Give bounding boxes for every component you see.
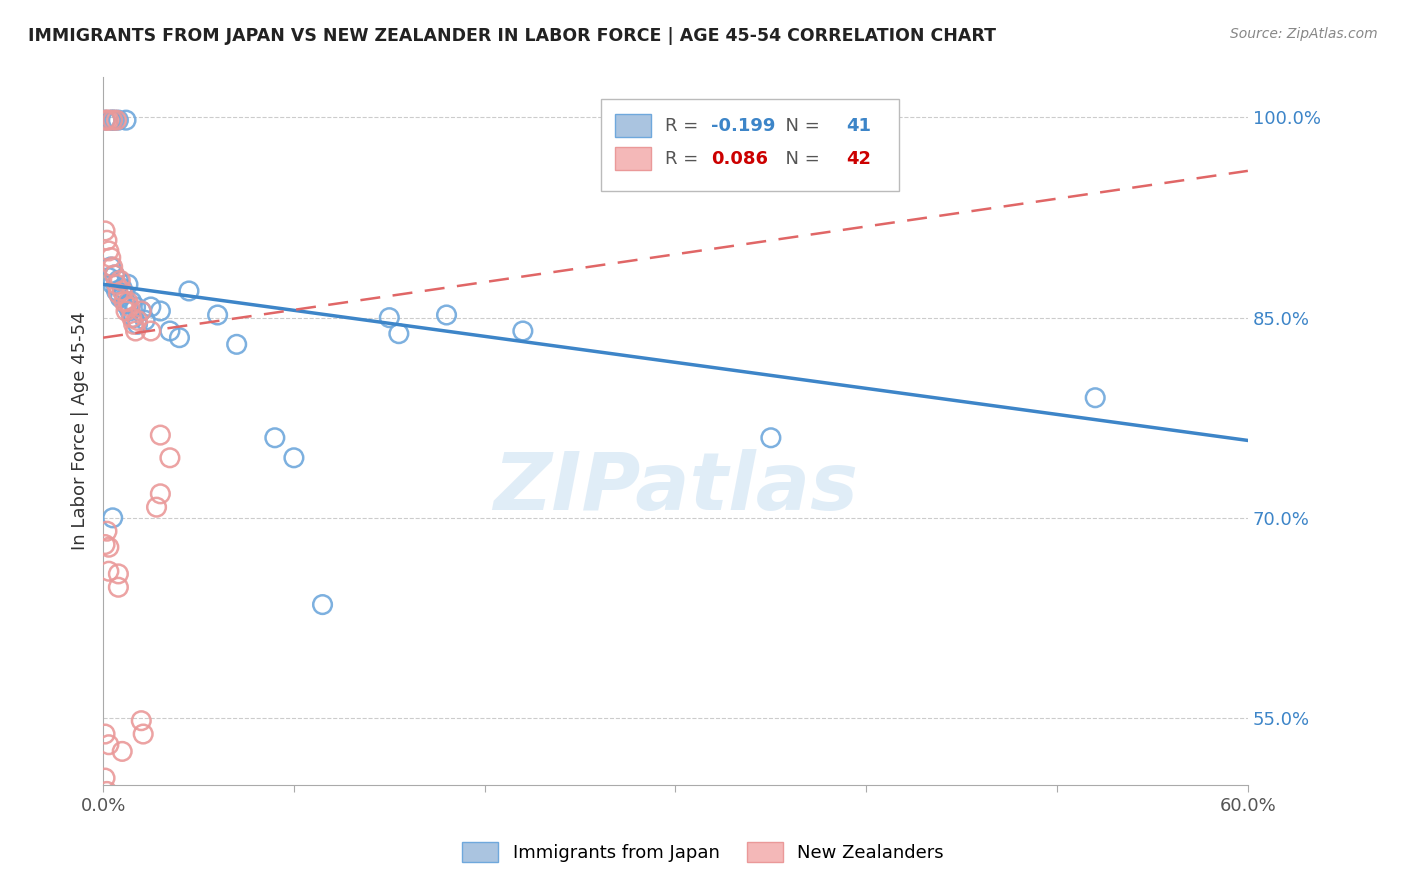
Point (117, 277, 139, 292)
Point (94, 727, 117, 741)
Point (127, 318, 149, 332)
Text: 41: 41 (846, 117, 872, 135)
Point (512, 324, 534, 338)
Point (118, 304, 141, 318)
Point (101, 511, 124, 525)
Point (107, 113, 129, 128)
Point (101, 113, 124, 128)
Point (127, 313, 149, 327)
Point (115, 304, 138, 318)
Point (121, 310, 143, 325)
Point (96, 784, 118, 798)
Point (436, 308, 458, 322)
Point (118, 300, 141, 314)
Point (207, 308, 229, 322)
Point (97, 270, 120, 285)
Point (122, 310, 145, 325)
Point (149, 487, 172, 501)
Point (101, 277, 124, 292)
Point (177, 284, 200, 298)
Point (159, 324, 181, 338)
Point (94, 224, 117, 238)
Text: ZIPatlas: ZIPatlas (494, 449, 858, 526)
Point (101, 113, 124, 128)
Point (101, 260, 124, 274)
Point (159, 450, 181, 465)
Point (283, 450, 305, 465)
Text: R =: R = (665, 150, 704, 168)
Point (97, 564, 120, 578)
Point (94, 537, 117, 551)
Point (96, 233, 118, 247)
Point (311, 598, 333, 612)
Point (115, 113, 138, 128)
Text: -0.199: -0.199 (711, 117, 775, 135)
Point (129, 714, 152, 728)
Point (112, 294, 135, 309)
Point (94, 113, 117, 128)
Point (97, 540, 120, 554)
Point (263, 431, 285, 445)
Point (111, 281, 134, 295)
Point (139, 300, 162, 314)
Point (103, 113, 125, 128)
Point (1084, 391, 1107, 405)
Point (111, 744, 134, 758)
Point (134, 313, 156, 327)
Point (105, 284, 128, 298)
Point (105, 113, 128, 128)
Point (225, 337, 247, 351)
Point (105, 277, 128, 292)
Point (149, 428, 172, 442)
Point (378, 310, 401, 325)
Point (96, 113, 118, 128)
Point (103, 268, 125, 282)
Point (107, 273, 129, 287)
Point (759, 431, 782, 445)
Point (100, 260, 122, 274)
Point (111, 284, 134, 298)
Point (97, 738, 120, 752)
Point (97, 113, 120, 128)
FancyBboxPatch shape (602, 99, 898, 191)
Point (122, 318, 145, 332)
Point (100, 251, 122, 265)
Point (388, 326, 411, 341)
Point (110, 291, 132, 305)
Point (97, 244, 120, 258)
Point (115, 297, 138, 311)
Text: IMMIGRANTS FROM JAPAN VS NEW ZEALANDER IN LABOR FORCE | AGE 45-54 CORRELATION CH: IMMIGRANTS FROM JAPAN VS NEW ZEALANDER I… (28, 27, 995, 45)
Point (94, 113, 117, 128)
Text: R =: R = (665, 117, 704, 135)
Point (100, 113, 122, 128)
Point (121, 294, 143, 309)
Point (132, 727, 155, 741)
Point (110, 273, 132, 287)
Point (107, 580, 129, 594)
Text: 0.086: 0.086 (711, 150, 768, 168)
Point (124, 300, 146, 314)
Text: N =: N = (773, 150, 825, 168)
Point (149, 304, 172, 318)
Point (117, 294, 139, 309)
Legend: Immigrants from Japan, New Zealanders: Immigrants from Japan, New Zealanders (456, 834, 950, 870)
Point (169, 331, 191, 345)
Text: N =: N = (773, 117, 825, 135)
Point (124, 324, 146, 338)
Bar (614, 147, 651, 170)
Point (103, 268, 125, 282)
Point (96, 524, 118, 539)
Point (107, 286, 129, 301)
Point (139, 324, 162, 338)
Point (94, 771, 117, 785)
Text: 42: 42 (846, 150, 872, 168)
Point (107, 566, 129, 581)
Point (112, 286, 135, 301)
Y-axis label: In Labor Force | Age 45-54: In Labor Force | Age 45-54 (72, 312, 89, 550)
Point (145, 500, 167, 515)
Point (129, 304, 152, 318)
Bar (614, 114, 651, 136)
Text: Source: ZipAtlas.com: Source: ZipAtlas.com (1230, 27, 1378, 41)
Point (129, 304, 152, 318)
